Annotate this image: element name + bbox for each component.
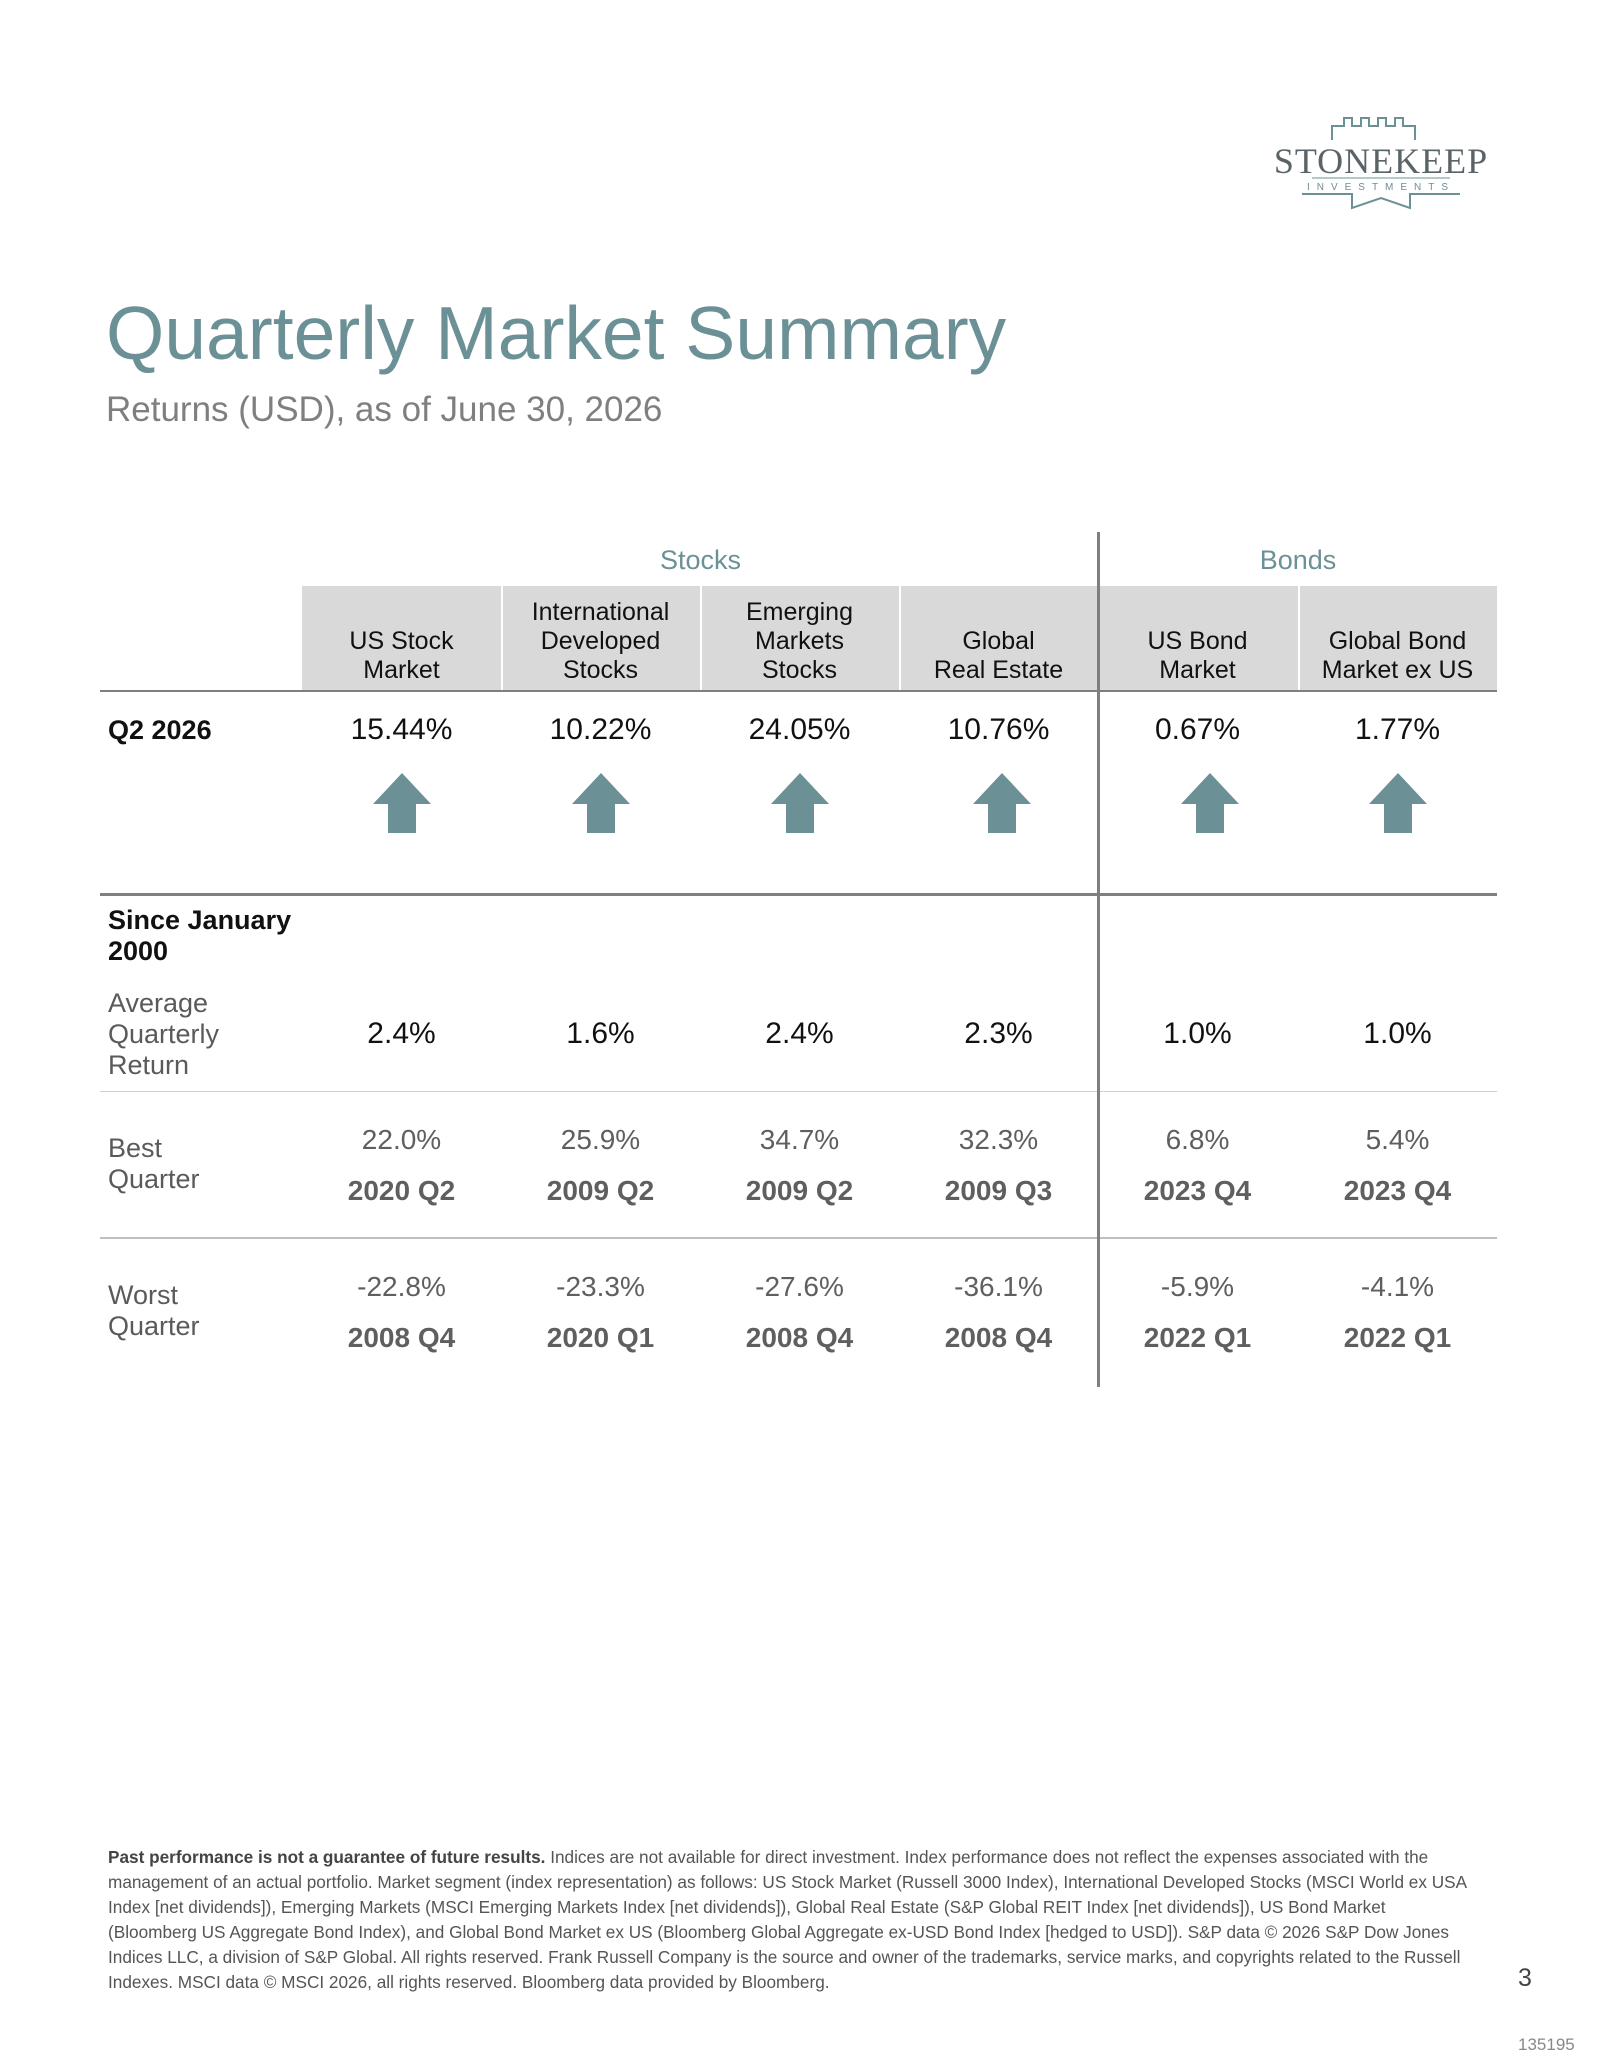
- column-header-international-developed-stocks: International Developed Stocks: [531, 598, 670, 684]
- avg-return-value: 1.0%: [1163, 1017, 1232, 1050]
- worst-quarter-value: -27.6%: [755, 1271, 844, 1302]
- castle-battlement-icon: [1302, 117, 1460, 210]
- arrow-up-icon: [373, 773, 431, 833]
- best-quarter-period: 2009 Q3: [944, 1175, 1053, 1206]
- disclaimer-lead: Past performance is not a guarantee of f…: [108, 1847, 546, 1867]
- logo-subtext: INVESTMENTS: [1306, 182, 1456, 193]
- header-rule: [100, 690, 1497, 692]
- worst-quarter-value: -22.8%: [357, 1271, 446, 1302]
- worst-quarter-period: 2008 Q4: [347, 1322, 456, 1353]
- group-header-bonds: Bonds: [1259, 545, 1337, 575]
- page-title: Quarterly Market Summary: [106, 291, 1007, 375]
- document-id: 135195: [1518, 2035, 1575, 2054]
- row-label-best-quarter: Best Quarter: [108, 1133, 200, 1194]
- column-header-global-real-estate: Global Real Estate: [933, 627, 1064, 684]
- worst-quarter-period: 2020 Q1: [546, 1322, 655, 1353]
- worst-quarter-period: 2008 Q4: [745, 1322, 854, 1353]
- best-quarter-period: 2020 Q2: [347, 1175, 456, 1206]
- best-quarter-value: 5.4%: [1365, 1124, 1430, 1155]
- column-header-us-bond-market: US Bond Market: [1147, 627, 1248, 684]
- row-label-q2: Q2 2026: [108, 715, 212, 745]
- disclaimer-text: Past performance is not a guarantee of f…: [108, 1845, 1478, 1995]
- header-separator: [899, 586, 901, 690]
- group-header-stocks: Stocks: [659, 545, 742, 575]
- avg-return-value: 2.4%: [765, 1017, 834, 1050]
- worst-quarter-period: 2022 Q1: [1343, 1322, 1452, 1353]
- avg-return-value: 1.6%: [566, 1017, 635, 1050]
- page-subtitle: Returns (USD), as of June 30, 2026: [106, 390, 663, 429]
- avg-return-value: 2.3%: [964, 1017, 1033, 1050]
- best-quarter-value: 25.9%: [560, 1124, 641, 1155]
- company-logo: STONEKEEP INVESTMENTS: [1262, 112, 1500, 220]
- avg-return-value: 1.0%: [1363, 1017, 1432, 1050]
- section-rule: [100, 893, 1497, 896]
- page-number: 3: [1518, 1964, 1532, 1992]
- worst-quarter-value: -4.1%: [1360, 1271, 1435, 1302]
- q2-value: 10.76%: [947, 713, 1050, 746]
- header-separator: [501, 586, 503, 690]
- worst-quarter-period: 2022 Q1: [1143, 1322, 1252, 1353]
- row-label-average-quarterly-return: Average Quarterly Return: [108, 988, 220, 1080]
- worst-quarter-value: -23.3%: [556, 1271, 645, 1302]
- disclaimer-body: Indices are not available for direct inv…: [108, 1847, 1467, 1992]
- q2-value: 1.77%: [1354, 713, 1441, 746]
- header-separator: [700, 586, 702, 690]
- row-rule: [100, 1091, 1497, 1092]
- best-quarter-period: 2009 Q2: [745, 1175, 854, 1206]
- worst-quarter-period: 2008 Q4: [944, 1322, 1053, 1353]
- stocks-bonds-divider: [1097, 532, 1100, 1387]
- best-quarter-value: 22.0%: [361, 1124, 442, 1155]
- arrow-up-icon: [1181, 773, 1239, 833]
- worst-quarter-value: -5.9%: [1160, 1271, 1235, 1302]
- q2-value: 10.22%: [549, 713, 652, 746]
- best-quarter-value: 34.7%: [759, 1124, 840, 1155]
- column-header-us-stock-market: US Stock Market: [349, 627, 454, 684]
- arrow-up-icon: [771, 773, 829, 833]
- q2-value: 0.67%: [1154, 713, 1241, 746]
- q2-value: 24.05%: [748, 713, 851, 746]
- section-label-since-2000: Since January 2000: [108, 905, 292, 966]
- avg-return-value: 2.4%: [367, 1017, 436, 1050]
- row-rule: [100, 1237, 1497, 1239]
- column-header-global-bond-market-ex-us: Global Bond Market ex US: [1321, 627, 1474, 684]
- logo-wordmark: STONEKEEP: [1273, 141, 1489, 181]
- row-label-worst-quarter: Worst Quarter: [108, 1280, 200, 1341]
- arrow-up-icon: [1369, 773, 1427, 833]
- worst-quarter-value: -36.1%: [954, 1271, 1043, 1302]
- arrow-up-icon: [973, 773, 1031, 833]
- header-separator: [1298, 586, 1300, 690]
- best-quarter-period: 2023 Q4: [1143, 1175, 1252, 1206]
- best-quarter-period: 2009 Q2: [546, 1175, 655, 1206]
- q2-value: 15.44%: [350, 713, 453, 746]
- column-header-emerging-markets-stocks: Emerging Markets Stocks: [746, 598, 853, 684]
- best-quarter-value: 6.8%: [1165, 1124, 1230, 1155]
- best-quarter-value: 32.3%: [958, 1124, 1039, 1155]
- arrow-up-icon: [572, 773, 630, 833]
- best-quarter-period: 2023 Q4: [1343, 1175, 1452, 1206]
